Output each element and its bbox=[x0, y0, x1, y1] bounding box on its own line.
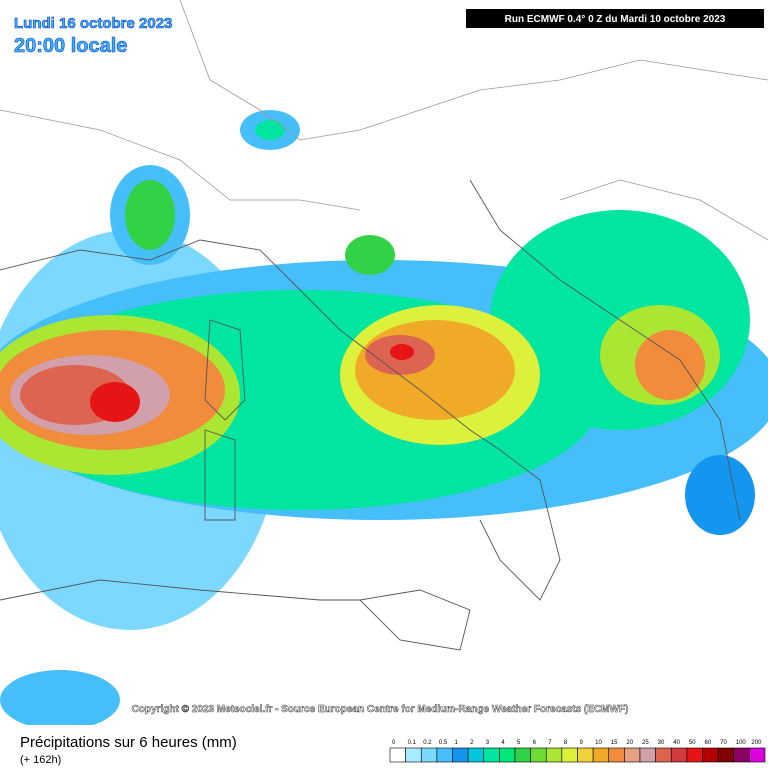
precipitation-field bbox=[0, 110, 768, 730]
legend-swatch bbox=[717, 747, 735, 763]
legend-title: Précipitations sur 6 heures (mm) bbox=[20, 734, 237, 751]
legend-label: 0.1 bbox=[408, 740, 417, 746]
legend-swatch bbox=[561, 747, 578, 763]
coastlines bbox=[0, 0, 768, 651]
legend-label: 3 bbox=[486, 740, 490, 746]
legend-swatch bbox=[702, 747, 719, 763]
legend-label: 8 bbox=[564, 740, 568, 746]
legend-label: 4 bbox=[501, 740, 505, 746]
legend-swatch bbox=[436, 747, 453, 763]
legend-label: 0.2 bbox=[423, 740, 432, 746]
legend-label: 30 bbox=[658, 740, 665, 746]
legend-swatch bbox=[655, 747, 672, 763]
forecast-time: 20:00 locale bbox=[14, 35, 127, 57]
legend-swatch bbox=[483, 747, 500, 763]
legend-label: 0.5 bbox=[439, 740, 448, 746]
legend-swatch bbox=[733, 747, 750, 763]
legend-swatch bbox=[608, 747, 625, 763]
legend-label: 50 bbox=[689, 740, 696, 746]
legend-swatch bbox=[686, 747, 703, 763]
legend-label: 9 bbox=[580, 740, 584, 746]
legend-label: 25 bbox=[642, 740, 649, 746]
legend-label: 100 bbox=[736, 740, 747, 746]
legend-swatch bbox=[514, 747, 531, 763]
legend-swatch bbox=[405, 747, 422, 763]
credit: Copyright © 2023 Meteociel.fr - Source E… bbox=[132, 704, 629, 715]
legend-swatch bbox=[545, 747, 563, 763]
legend-label: 200 bbox=[751, 740, 762, 746]
lead-time: (+ 162h) bbox=[20, 754, 61, 766]
legend: 0 0.1 0.2 0.5 1 2 3 4 5 6 7 8 9 10 15 20 25 30 40 50 60 70 100… bbox=[389, 740, 766, 763]
legend-swatch bbox=[670, 747, 688, 763]
forecast-date: Lundi 16 octobre 2023 bbox=[14, 15, 172, 32]
legend-swatch bbox=[420, 747, 438, 763]
legend-swatch bbox=[530, 747, 547, 763]
legend-label: 10 bbox=[595, 740, 602, 746]
legend-label: 70 bbox=[720, 740, 727, 746]
legend-label: 6 bbox=[533, 740, 537, 746]
legend-swatch bbox=[592, 747, 610, 763]
run-info: Run ECMWF 0.4° 0 Z du Mardi 10 octobre 2… bbox=[505, 14, 726, 25]
legend-label: 0 bbox=[392, 740, 396, 746]
legend-swatch bbox=[577, 747, 594, 763]
legend-swatch bbox=[452, 747, 469, 763]
legend-swatch bbox=[389, 747, 406, 763]
legend-label: 2 bbox=[470, 740, 474, 746]
legend-swatch bbox=[749, 747, 766, 763]
legend-swatch bbox=[499, 747, 516, 763]
run-box bbox=[466, 9, 764, 28]
legend-label: 60 bbox=[705, 740, 712, 746]
legend-swatch bbox=[624, 747, 641, 763]
legend-label: 5 bbox=[517, 740, 521, 746]
legend-label: 1 bbox=[455, 740, 459, 746]
legend-label: 20 bbox=[626, 740, 633, 746]
legend-label: 15 bbox=[611, 740, 618, 746]
legend-swatch bbox=[467, 747, 485, 763]
legend-swatch bbox=[639, 747, 656, 763]
legend-label: 40 bbox=[673, 740, 680, 746]
legend-label: 7 bbox=[548, 740, 552, 746]
